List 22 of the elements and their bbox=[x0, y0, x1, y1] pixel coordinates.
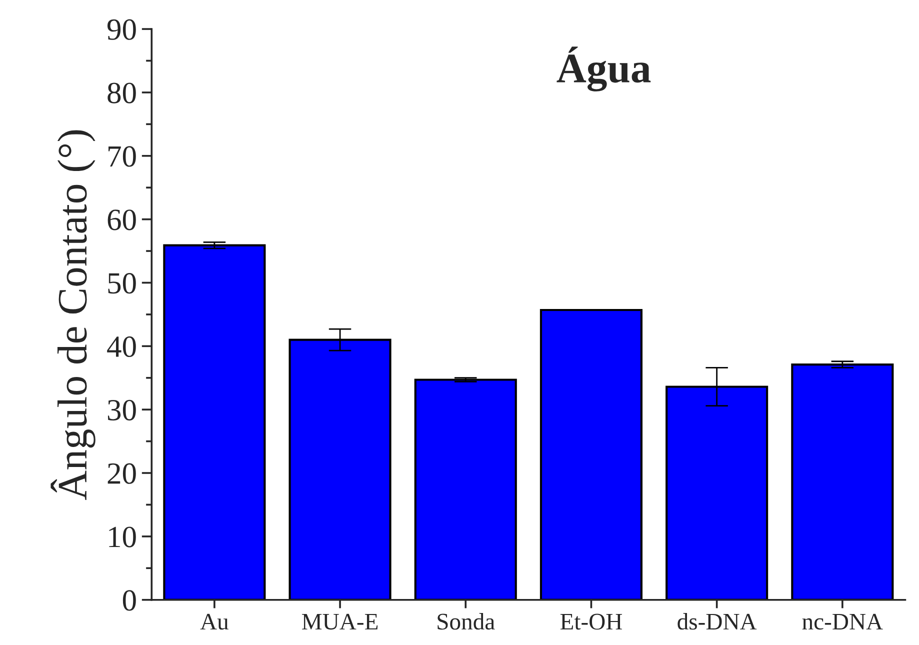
y-tick-label: 10 bbox=[109, 526, 136, 548]
x-tick-label: ds-DNA bbox=[678, 613, 757, 630]
bar bbox=[540, 308, 643, 600]
y-tick-label: 90 bbox=[107, 19, 136, 40]
bar bbox=[791, 364, 894, 600]
y-tick-label: 80 bbox=[108, 82, 136, 104]
x-tick-label: Au bbox=[200, 614, 228, 630]
bar bbox=[163, 244, 266, 600]
x-tick-label: Et-OH bbox=[560, 614, 622, 630]
y-axis-title: Ângulo de Contato (°) bbox=[50, 130, 96, 500]
x-tick-label: MUA-E bbox=[302, 614, 378, 630]
y-tick-label: 60 bbox=[108, 210, 136, 230]
x-tick-label: Sonda bbox=[438, 613, 495, 630]
chart-title: Água bbox=[556, 46, 651, 92]
y-tick-label: 70 bbox=[108, 146, 136, 167]
y-tick-label: 50 bbox=[108, 273, 136, 294]
y-tick-label: 20 bbox=[108, 463, 136, 484]
bar bbox=[414, 378, 517, 600]
x-tick-label: nc-DNA bbox=[802, 614, 883, 630]
y-tick-label: 0 bbox=[122, 590, 136, 611]
y-tick-label: 30 bbox=[108, 400, 136, 420]
y-tick-label: 40 bbox=[107, 336, 136, 358]
